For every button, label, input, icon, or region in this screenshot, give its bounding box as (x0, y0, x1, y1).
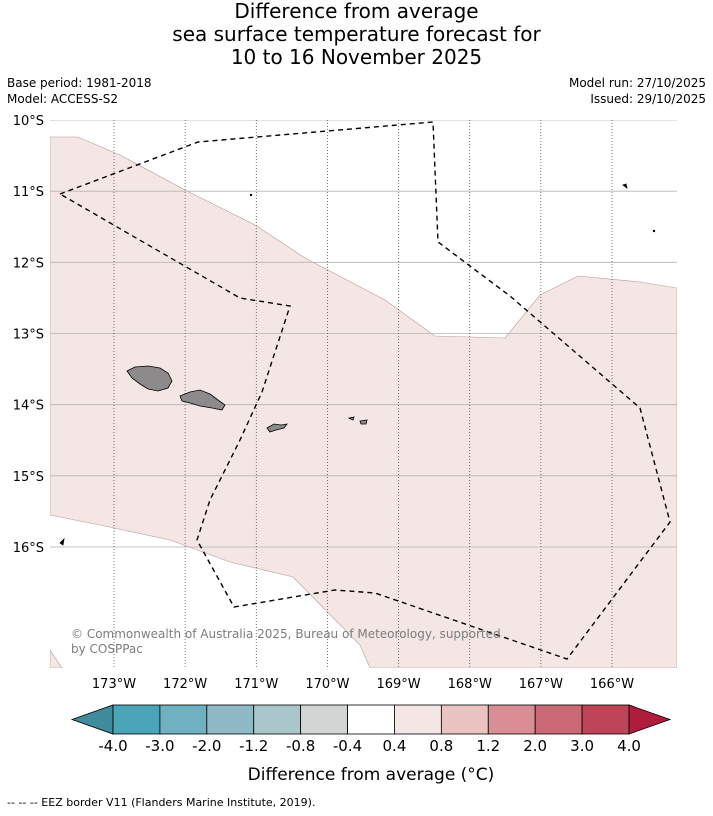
title-line-2: sea surface temperature forecast for (172, 22, 541, 46)
anomaly-region-north (50, 136, 677, 668)
latitude-labels: 10°S 11°S 12°S 13°S 14°S 15°S 16°S (13, 114, 44, 556)
colorbar-segment (253, 704, 302, 735)
colorbar-segment (534, 704, 583, 735)
colorbar-segment (347, 704, 395, 735)
longitude-tick-label: 167°W (519, 677, 563, 692)
latitude-tick-label: 11°S (13, 185, 44, 200)
colorbar-label: Difference from average (°C) (248, 765, 495, 785)
longitude-tick-label: 170°W (305, 677, 349, 692)
colorbar-segment (440, 704, 489, 735)
tutuila-island (266, 423, 288, 433)
colorbar-tick-label: 0.8 (429, 737, 453, 755)
model-name: Model: ACCESS-S2 (7, 92, 119, 106)
colorbar-tick-label: -0.4 (333, 737, 362, 755)
meta-left: Base period: 1981-2018 Model: ACCESS-S2 (7, 75, 152, 107)
colorbar-tick-label: 3.0 (570, 737, 594, 755)
issued-date: Issued: 29/10/2025 (590, 92, 706, 106)
title-line-3: 10 to 16 November 2025 (230, 45, 483, 69)
longitude-tick-label: 166°W (590, 677, 634, 692)
longitude-labels: 173°W 172°W 171°W 170°W 169°W 168°W 167°W 166°W (92, 677, 634, 692)
colorbar-tick-label: -4.0 (98, 737, 127, 755)
colorbar-segment (300, 704, 348, 735)
ofu-island (347, 416, 355, 421)
land-masses (59, 183, 656, 546)
colorbar-tick-label: -0.8 (286, 737, 315, 755)
map-title: Difference from average sea surface temp… (0, 0, 713, 69)
islet-southwest (59, 537, 65, 546)
eez-footnote: -- -- -- EEZ border V11 (Flanders Marine… (7, 796, 316, 809)
colorbar-tick-label: 2.0 (523, 737, 547, 755)
colorbar-tick-label: 1.2 (476, 737, 500, 755)
latitude-gridlines (50, 120, 677, 548)
latitude-tick-label: 12°S (13, 256, 44, 271)
colorbar-segment (581, 704, 630, 735)
meta-right: Model run: 27/10/2025 Issued: 29/10/2025 (569, 75, 706, 107)
colorbar-tick-label: 0.4 (383, 737, 407, 755)
colorbar-extend-high (628, 704, 672, 735)
colorbar-tick-label: -2.0 (192, 737, 221, 755)
longitude-tick-label: 173°W (92, 677, 136, 692)
colorbar-segment (487, 704, 536, 735)
longitude-tick-label: 169°W (376, 677, 420, 692)
model-run: Model run: 27/10/2025 (568, 76, 706, 90)
colorbar: -4.0 -3.0 -2.0 -1.2 -0.8 -0.4 0.4 0.8 1.2 2.0 3.0 4… (70, 704, 672, 755)
colorbar-tick-label: -1.2 (239, 737, 268, 755)
latitude-tick-label: 15°S (13, 470, 44, 485)
colorbar-extend-low (70, 704, 114, 735)
latitude-tick-label: 13°S (13, 328, 44, 343)
longitude-tick-label: 171°W (234, 677, 278, 692)
anomaly-region-southwest (50, 649, 63, 668)
base-period: Base period: 1981-2018 (7, 76, 152, 90)
latitude-tick-label: 14°S (13, 399, 44, 414)
swains-island (249, 193, 253, 197)
rose-atoll (652, 229, 656, 233)
longitude-tick-label: 168°W (448, 677, 492, 692)
copyright-line-2: by COSPPac (71, 642, 143, 656)
colorbar-segment (394, 704, 442, 735)
colorbar-segment (206, 704, 255, 735)
title-line-1: Difference from average (234, 0, 479, 23)
latitude-tick-label: 16°S (13, 541, 44, 556)
savaii-island (126, 365, 173, 392)
longitude-gridlines (113, 120, 613, 668)
latitude-tick-label: 10°S (13, 114, 44, 129)
upolu-island (179, 389, 226, 411)
colorbar-segment (112, 704, 161, 735)
map-frame (50, 120, 677, 668)
copyright-line-1: © Commonwealth of Australia 2025, Bureau… (71, 627, 501, 641)
longitude-tick-label: 172°W (163, 677, 207, 692)
islet-northeast (622, 183, 628, 189)
colorbar-segment (159, 704, 208, 735)
tau-island (359, 419, 368, 425)
colorbar-tick-label: 4.0 (617, 737, 641, 755)
colorbar-tick-label: -3.0 (145, 737, 174, 755)
